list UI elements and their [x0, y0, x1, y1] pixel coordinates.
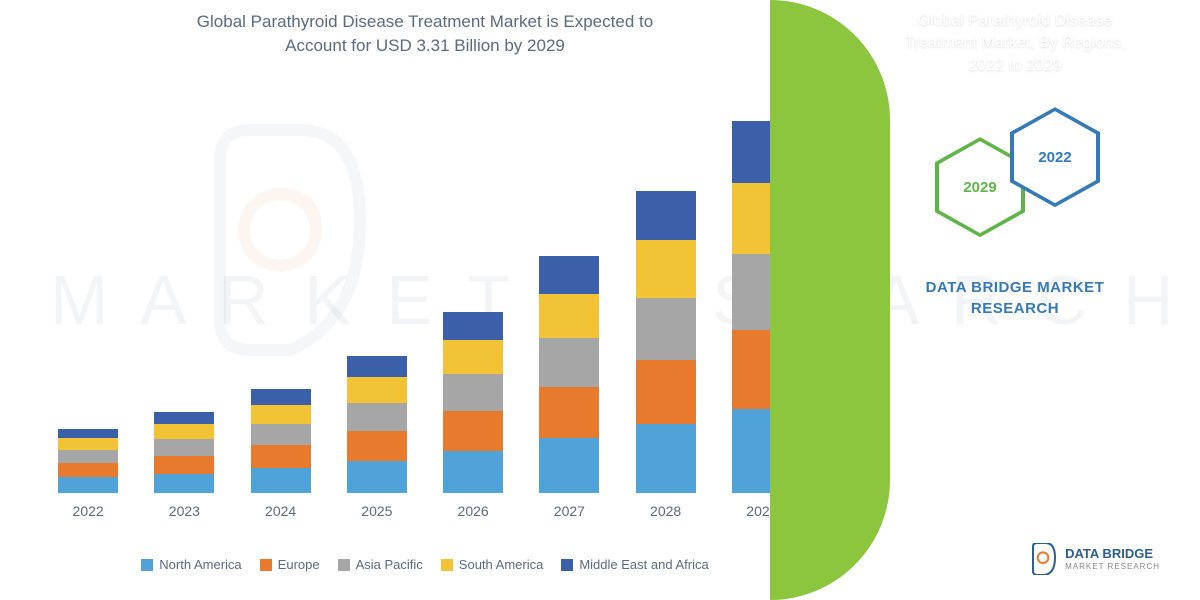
bar-segment	[154, 424, 214, 439]
bar-segment	[539, 294, 599, 338]
chart-title: Global Parathyroid Disease Treatment Mar…	[40, 10, 810, 58]
hexagon-container: 2029 2022	[915, 107, 1115, 247]
bar-stack	[154, 412, 214, 493]
bar-label: 2028	[650, 503, 681, 519]
bar-segment	[251, 468, 311, 493]
legend-swatch	[338, 559, 350, 571]
bar-segment	[636, 360, 696, 425]
legend-item: North America	[141, 557, 241, 572]
legend-label: Asia Pacific	[356, 557, 423, 572]
bar-segment	[154, 412, 214, 424]
bar-segment	[58, 438, 118, 449]
bar-segment	[347, 461, 407, 493]
chart-title-line2: Account for USD 3.31 Billion by 2029	[285, 36, 565, 55]
legend-swatch	[561, 559, 573, 571]
bar-group: 2028	[636, 191, 696, 519]
right-panel-title: Global Parathyroid Disease Treatment Mar…	[905, 10, 1126, 77]
bar-segment	[154, 456, 214, 474]
footer-logo-text-wrap: DATA BRIDGE MARKET RESEARCH	[1065, 547, 1160, 570]
bar-segment	[154, 474, 214, 493]
bar-segment	[539, 387, 599, 438]
legend-label: South America	[459, 557, 544, 572]
bar-label: 2024	[265, 503, 296, 519]
bar-group: 2027	[539, 256, 599, 519]
bar-segment	[251, 389, 311, 405]
right-panel: Global Parathyroid Disease Treatment Mar…	[830, 0, 1200, 600]
bar-stack	[539, 256, 599, 493]
right-title-line3: 2022 to 2029	[968, 57, 1061, 74]
chart-legend: North America Europe Asia Pacific South Ame…	[40, 549, 810, 580]
footer-logo-text: DATA BRIDGE	[1065, 547, 1160, 561]
bar-stack	[58, 429, 118, 493]
green-curve	[770, 0, 890, 600]
bar-segment	[443, 374, 503, 411]
bar-segment	[636, 240, 696, 297]
bar-segment	[539, 256, 599, 294]
brand-text: DATA BRIDGE MARKET RESEARCH	[926, 277, 1105, 319]
chart-area: 20222023202420252026202720282029	[40, 78, 810, 549]
bar-segment	[58, 463, 118, 477]
footer-logo-icon	[1029, 543, 1057, 575]
right-title-line1: Global Parathyroid Disease	[918, 12, 1113, 29]
bar-segment	[154, 439, 214, 456]
bar-segment	[58, 429, 118, 439]
hexagon-2029-label: 2029	[963, 179, 996, 196]
bar-segment	[347, 377, 407, 403]
footer-logo-sub: MARKET RESEARCH	[1065, 562, 1160, 571]
chart-section: Global Parathyroid Disease Treatment Mar…	[0, 0, 830, 600]
bar-segment	[347, 403, 407, 431]
bar-group: 2025	[347, 356, 407, 519]
bar-label: 2023	[169, 503, 200, 519]
bar-group: 2023	[154, 412, 214, 519]
legend-label: Europe	[278, 557, 320, 572]
legend-item: Middle East and Africa	[561, 557, 708, 572]
bar-segment	[443, 340, 503, 374]
chart-title-line1: Global Parathyroid Disease Treatment Mar…	[197, 12, 653, 31]
legend-item: Asia Pacific	[338, 557, 423, 572]
bar-segment	[58, 477, 118, 493]
bar-stack	[347, 356, 407, 493]
bar-group: 2024	[251, 389, 311, 519]
bar-label: 2022	[73, 503, 104, 519]
bar-segment	[636, 191, 696, 240]
bar-segment	[539, 338, 599, 387]
legend-swatch	[260, 559, 272, 571]
legend-label: Middle East and Africa	[579, 557, 708, 572]
bar-segment	[251, 424, 311, 445]
bar-segment	[347, 431, 407, 461]
bar-segment	[58, 450, 118, 463]
bar-segment	[443, 411, 503, 451]
bar-segment	[251, 445, 311, 468]
bar-segment	[636, 424, 696, 493]
bar-group: 2026	[443, 312, 503, 519]
bar-segment	[443, 451, 503, 493]
bar-stack	[251, 389, 311, 493]
bar-stack	[443, 312, 503, 493]
brand-line2: RESEARCH	[971, 300, 1059, 317]
bar-label: 2025	[361, 503, 392, 519]
footer-logo: DATA BRIDGE MARKET RESEARCH	[1029, 543, 1160, 575]
bar-segment	[347, 356, 407, 377]
legend-swatch	[141, 559, 153, 571]
legend-item: South America	[441, 557, 544, 572]
bar-segment	[251, 405, 311, 424]
main-container: M A R K E T R E S E A R C H Global Parat…	[0, 0, 1200, 600]
bar-group: 2022	[58, 429, 118, 519]
brand-line1: DATA BRIDGE MARKET	[926, 279, 1105, 296]
legend-label: North America	[159, 557, 241, 572]
hexagon-2022-label: 2022	[1038, 149, 1071, 166]
bar-segment	[539, 438, 599, 493]
legend-item: Europe	[260, 557, 320, 572]
legend-swatch	[441, 559, 453, 571]
right-title-line2: Treatment Market, By Regions,	[905, 34, 1126, 51]
bar-stack	[636, 191, 696, 493]
bar-label: 2026	[458, 503, 489, 519]
hexagon-2022: 2022	[1010, 107, 1100, 207]
bar-segment	[636, 298, 696, 360]
bar-segment	[443, 312, 503, 340]
bar-label: 2027	[554, 503, 585, 519]
